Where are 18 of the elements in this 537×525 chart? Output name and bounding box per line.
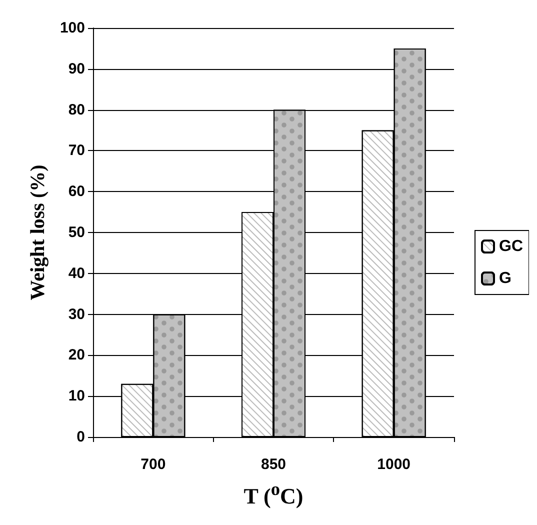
y-tick-label: 100 <box>60 20 85 36</box>
y-tick-label: 80 <box>68 101 85 118</box>
y-axis-title: Weight loss (%) <box>27 164 49 300</box>
y-tick-label: 50 <box>68 224 85 241</box>
y-tick-label: 30 <box>68 306 85 323</box>
y-tick-label: 90 <box>68 60 85 78</box>
y-tick-label: 10 <box>68 388 85 405</box>
x-axis-title: T ($^{o}$C) <box>242 478 304 509</box>
y-tick-label: 40 <box>68 264 85 282</box>
x-tick-label: 850 <box>260 456 286 473</box>
y-tick-label: 20 <box>68 346 85 364</box>
x-tick-label: 700 <box>140 456 166 473</box>
x-tick-label: 1000 <box>377 456 411 473</box>
y-tick-label: 60 <box>68 183 85 200</box>
legend-label: GC <box>499 238 524 255</box>
y-tick-label: 70 <box>68 142 85 160</box>
y-tick-label: 0 <box>76 428 85 446</box>
legend-label: G <box>499 270 512 287</box>
